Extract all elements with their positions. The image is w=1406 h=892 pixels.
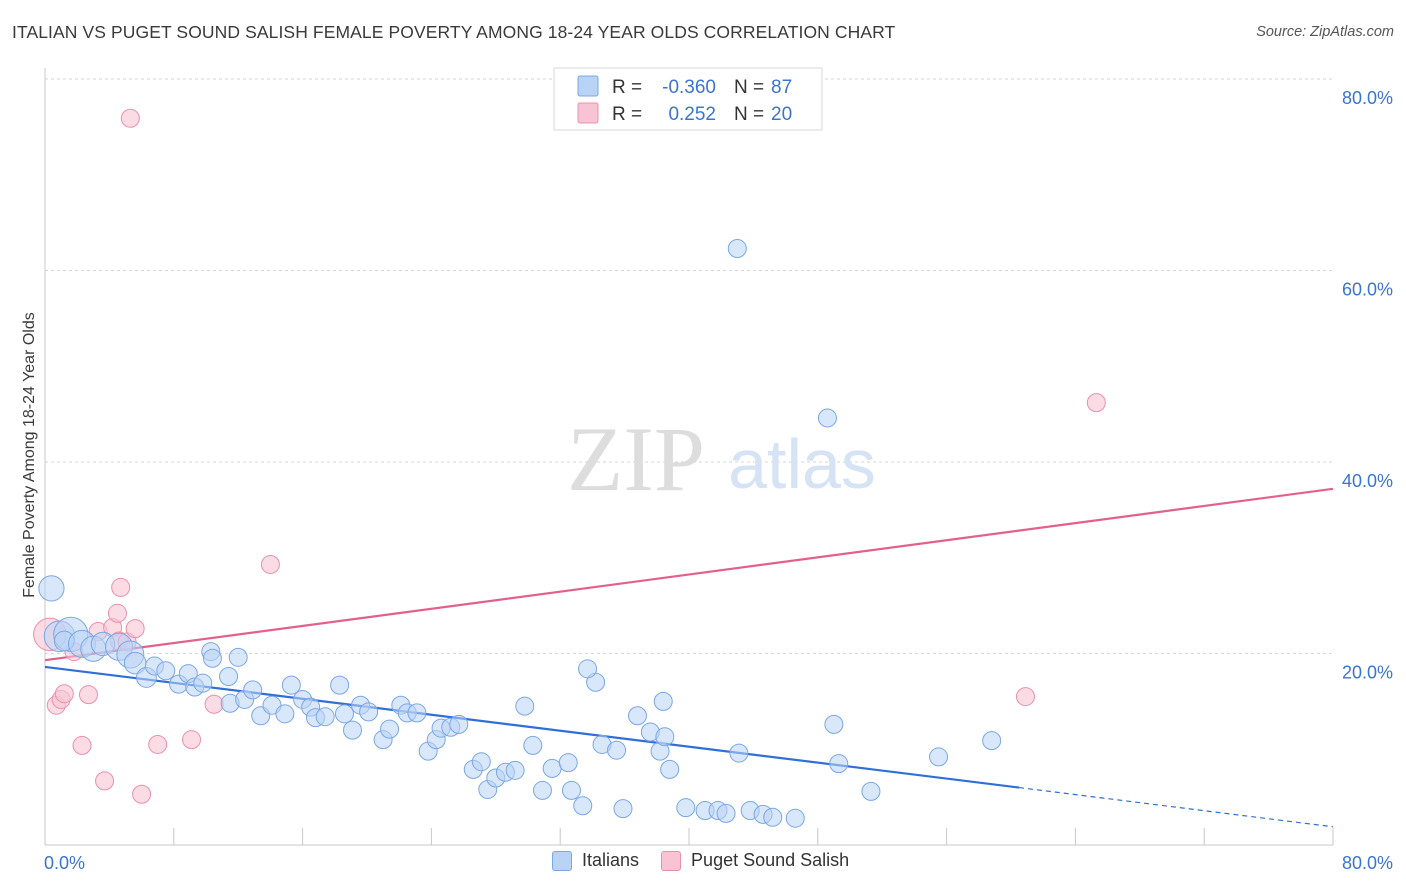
source-label: Source: ZipAtlas.com (1256, 24, 1394, 40)
legend-swatch-salish (577, 102, 599, 124)
grid-lines (45, 78, 1333, 654)
italians-point-52 (505, 760, 525, 780)
italians-point-26 (275, 704, 295, 724)
salish-point-16 (148, 734, 168, 754)
italians-points (38, 238, 1002, 828)
legend-item-italians[interactable]: Italians (552, 850, 639, 871)
salish-point-13 (125, 619, 145, 639)
italians-point-82 (982, 731, 1002, 751)
legend-r-value-salish: 0.252 (668, 104, 716, 125)
chart-title: ITALIAN VS PUGET SOUND SALISH FEMALE POV… (12, 22, 896, 42)
legend-item-salish[interactable]: Puget Sound Salish (661, 850, 849, 871)
italians-point-41 (407, 703, 427, 723)
italians-point-33 (334, 704, 354, 724)
salish-point-22 (1015, 687, 1035, 707)
italians-point-58 (561, 780, 581, 800)
tick-labels: 20.0% 40.0% 60.0% 80.0% 0.0% 80.0% (44, 88, 1393, 873)
salish-point-18 (204, 694, 224, 714)
italians-point-53 (515, 696, 535, 716)
italians-point-55 (532, 780, 552, 800)
italians-point-66 (655, 727, 675, 747)
trend-line-salish (44, 487, 1334, 662)
italians-point-85 (716, 803, 736, 823)
legend-label-italians: Italians (582, 850, 640, 870)
trend-line-italians-extension (1018, 786, 1334, 828)
italians-point-18 (202, 648, 222, 668)
salish-point-19 (260, 554, 280, 574)
italians-point-56 (542, 758, 562, 778)
legend-swatch-italians (577, 75, 599, 97)
italians-point-84 (817, 408, 837, 428)
legend-n-value-italians: 87 (771, 77, 792, 98)
axes (44, 68, 1334, 846)
salish-point-12 (107, 603, 127, 623)
italians-point-83 (785, 808, 805, 828)
salish-point-15 (132, 784, 152, 804)
italians-point-79 (829, 754, 849, 774)
legend-r-label-salish: R = (612, 104, 642, 125)
italians-point-48 (471, 752, 491, 772)
italians-point-78 (824, 714, 844, 734)
italians-point-16 (193, 673, 213, 693)
watermark-zip: ZIP (567, 408, 705, 510)
italians-point-63 (627, 706, 647, 726)
salish-point-6 (78, 685, 98, 705)
italians-point-31 (315, 707, 335, 727)
italians-point-81 (929, 747, 949, 767)
legend-n-label-salish: N = (734, 104, 764, 125)
legend-label-salish: Puget Sound Salish (691, 850, 850, 870)
italians-point-59 (573, 796, 593, 816)
italians-point-80 (861, 781, 881, 801)
legend-box: R = -0.360 N = 87 R = 0.252 N = 20 (553, 67, 823, 131)
x-tick-label-min: 0.0% (44, 853, 85, 873)
italians-point-86 (578, 659, 598, 679)
italians-point-20 (228, 647, 248, 667)
italians-point-0 (38, 575, 65, 602)
salish-point-20 (120, 108, 140, 128)
legend-r-label-italians: R = (612, 77, 642, 98)
watermark: ZIP atlas (567, 408, 876, 510)
italians-point-12 (156, 661, 176, 681)
salish-point-5 (72, 735, 92, 755)
italians-point-68 (676, 798, 696, 818)
salish-point-3 (54, 684, 74, 704)
salish-point-17 (182, 730, 202, 750)
y-tick-label-20: 20.0% (1342, 663, 1393, 683)
legend-n-label-italians: N = (734, 77, 764, 98)
italians-point-62 (613, 799, 633, 819)
italians-point-23 (243, 680, 263, 700)
italians-point-19 (219, 666, 239, 686)
italians-point-71 (729, 743, 749, 763)
watermark-atlas: atlas (728, 425, 876, 503)
italians-point-32 (330, 675, 350, 695)
italians-point-67 (660, 759, 680, 779)
salish-point-8 (95, 771, 115, 791)
y-tick-label-60: 60.0% (1342, 280, 1393, 300)
italians-point-54 (523, 735, 543, 755)
italians-point-46 (449, 714, 469, 734)
legend-swatch-italians-bottom (552, 850, 572, 871)
salish-point-14 (111, 577, 131, 597)
italians-point-38 (380, 719, 400, 739)
y-tick-label-80: 80.0% (1342, 88, 1393, 108)
italians-point-34 (343, 720, 363, 740)
italians-point-76 (727, 238, 747, 258)
salish-point-21 (1086, 393, 1106, 413)
bottom-legend: Italians Puget Sound Salish (552, 850, 849, 871)
y-tick-label-40: 40.0% (1342, 471, 1393, 491)
italians-point-36 (359, 702, 379, 722)
x-tick-label-max: 80.0% (1342, 853, 1393, 873)
italians-point-75 (653, 691, 673, 711)
italians-point-57 (558, 753, 578, 773)
legend-n-value-salish: 20 (771, 104, 792, 125)
legend-swatch-salish-bottom (661, 850, 682, 871)
italians-point-61 (607, 740, 627, 760)
legend-frame (553, 67, 823, 131)
legend-r-value-italians: -0.360 (662, 77, 716, 98)
italians-point-77 (763, 807, 783, 827)
italians-point-27 (281, 675, 301, 695)
